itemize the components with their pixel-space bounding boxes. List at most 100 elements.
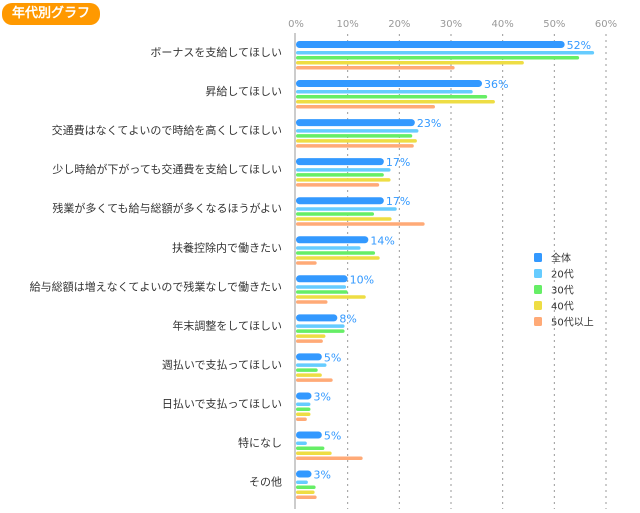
bar-all xyxy=(296,158,384,166)
bar-series-2 xyxy=(296,134,413,138)
bar-all xyxy=(296,353,322,361)
bar-series-2 xyxy=(296,212,375,216)
bar-series-1 xyxy=(296,129,419,133)
legend-label: 30代 xyxy=(551,285,574,297)
bar-series-4 xyxy=(296,417,307,421)
legend-swatch xyxy=(534,285,542,294)
bar-all xyxy=(296,314,338,322)
bar-series-3 xyxy=(296,334,326,338)
data-label: 8% xyxy=(339,312,356,325)
bar-all xyxy=(296,119,415,127)
x-tick-label: 40% xyxy=(492,19,514,30)
category-label: 年末調整をしてほしい xyxy=(172,318,282,332)
chart-title-badge: 年代別グラフ xyxy=(2,3,100,25)
bar-series-2 xyxy=(296,368,318,372)
data-label: 5% xyxy=(324,430,341,443)
category-label: 週払いで支払ってほしい xyxy=(162,357,282,371)
bar-series-3 xyxy=(296,217,392,221)
bar-all xyxy=(296,392,312,400)
bar-series-2 xyxy=(296,485,316,490)
data-label: 17% xyxy=(386,195,410,208)
bar-series-4 xyxy=(296,144,414,148)
data-label: 3% xyxy=(314,390,331,403)
bar-series-1 xyxy=(296,207,397,211)
bar-series-1 xyxy=(296,363,327,367)
bar-series-4 xyxy=(296,300,328,304)
bar-series-1 xyxy=(296,402,311,406)
data-label: 5% xyxy=(324,351,341,364)
category-label: その他 xyxy=(249,476,282,489)
category-label: 特になし xyxy=(238,436,282,450)
category-label: 残業が多くても給与総額が多くなるほうがよい xyxy=(52,201,282,215)
bar-series-3 xyxy=(296,451,332,455)
bar-series-4 xyxy=(296,261,317,265)
bar-all xyxy=(296,80,482,88)
data-label: 3% xyxy=(314,469,331,482)
x-tick-label: 0% xyxy=(288,19,304,30)
bar-all xyxy=(296,431,322,439)
legend-swatch xyxy=(534,317,542,326)
bar-series-3 xyxy=(296,373,322,377)
x-tick-label: 50% xyxy=(543,19,565,30)
bar-series-4 xyxy=(296,183,380,187)
bar-series-2 xyxy=(296,251,376,255)
data-label: 52% xyxy=(567,39,591,52)
bar-series-3 xyxy=(296,139,417,143)
legend-label: 50代以上 xyxy=(551,317,594,329)
bar-series-4 xyxy=(296,378,333,382)
bar-series-4 xyxy=(296,222,425,226)
bar-series-2 xyxy=(296,407,311,411)
bar-all xyxy=(296,470,312,478)
bar-series-3 xyxy=(296,61,524,65)
bar-series-1 xyxy=(296,441,307,445)
bar-series-3 xyxy=(296,256,380,260)
bar-all xyxy=(296,275,348,283)
bar-series-3 xyxy=(296,295,366,299)
legend-swatch xyxy=(534,269,542,278)
bar-series-1 xyxy=(296,324,345,328)
legend-label: 20代 xyxy=(551,269,574,281)
category-label: 昇給してほしい xyxy=(205,84,282,98)
bar-series-3 xyxy=(296,100,495,104)
x-tick-label: 10% xyxy=(337,19,359,30)
bar-series-1 xyxy=(296,285,347,289)
legend-swatch xyxy=(534,301,542,310)
legend-swatch xyxy=(534,253,542,262)
bar-series-1 xyxy=(296,90,473,94)
data-label: 23% xyxy=(417,117,441,130)
data-label: 14% xyxy=(370,234,394,247)
data-label: 17% xyxy=(386,156,410,169)
category-label: 給与総額は増えなくてよいので残業なしで働きたい xyxy=(30,279,282,293)
legend-label: 全体 xyxy=(551,252,571,265)
bar-all xyxy=(296,197,384,205)
data-label: 36% xyxy=(484,78,508,91)
bar-series-1 xyxy=(296,51,595,55)
category-label: 日払いで支払ってほしい xyxy=(162,396,282,410)
bar-series-1 xyxy=(296,168,391,172)
bar-series-1 xyxy=(296,246,361,250)
bar-series-2 xyxy=(296,56,580,60)
x-tick-label: 60% xyxy=(595,19,617,30)
category-label: 扶養控除内で働きたい xyxy=(172,240,282,254)
bar-series-3 xyxy=(296,178,391,182)
bar-series-3 xyxy=(296,412,311,416)
bar-series-2 xyxy=(296,173,384,177)
bar-series-4 xyxy=(296,495,317,500)
bar-series-4 xyxy=(296,66,455,70)
legend-label: 40代 xyxy=(551,301,574,313)
x-tick-label: 30% xyxy=(440,19,462,30)
bar-all xyxy=(296,236,369,244)
bar-series-2 xyxy=(296,446,325,450)
bar-series-4 xyxy=(296,339,323,343)
bar-all xyxy=(296,41,565,48)
x-tick-label: 20% xyxy=(388,19,410,30)
bar-series-3 xyxy=(296,490,315,495)
category-label: ボーナスを支給してほしい xyxy=(150,45,282,59)
bar-series-1 xyxy=(296,480,308,485)
bar-series-2 xyxy=(296,290,348,294)
category-label: 少し時給が下がっても交通費を支給してほしい xyxy=(52,162,282,176)
bar-series-4 xyxy=(296,105,435,109)
bar-series-2 xyxy=(296,95,488,99)
category-label: 交通費はなくてよいので時給を高くしてほしい xyxy=(52,123,282,137)
